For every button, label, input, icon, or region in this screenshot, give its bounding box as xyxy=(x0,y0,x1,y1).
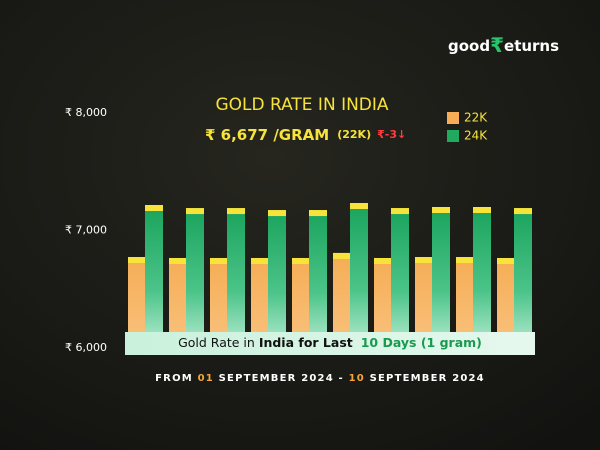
bar-cap xyxy=(128,257,145,264)
bar xyxy=(473,207,491,348)
bar-cap xyxy=(391,208,409,215)
footer-part: 10 xyxy=(349,373,365,384)
bar xyxy=(333,252,350,348)
bar xyxy=(128,257,145,348)
legend-swatch xyxy=(447,112,459,124)
bar-cap xyxy=(415,257,432,264)
bar-cap xyxy=(456,257,473,264)
bar xyxy=(145,205,163,348)
bar-cap xyxy=(514,208,532,215)
bar-cap xyxy=(251,257,268,264)
bar xyxy=(456,257,473,348)
bar-cap xyxy=(473,207,491,213)
bar-cap xyxy=(268,210,286,217)
logo-part: ₹ xyxy=(490,33,504,57)
legend-swatch xyxy=(447,130,459,142)
bar xyxy=(210,257,227,348)
bar xyxy=(432,207,450,348)
footer-part: SEPTEMBER 2024 xyxy=(370,373,485,384)
bar-cap xyxy=(432,207,450,213)
bar xyxy=(415,257,432,348)
legend-label: 22K xyxy=(464,111,488,125)
y-tick-label: ₹ 8,000 xyxy=(65,106,107,119)
bar xyxy=(497,257,514,348)
bar xyxy=(350,203,368,348)
headline-price: ₹ 6,677 /GRAM xyxy=(205,126,329,144)
bar-cap xyxy=(145,205,163,212)
banner xyxy=(125,332,535,355)
banner-part: India for Last xyxy=(259,335,353,350)
y-tick-label: ₹ 6,000 xyxy=(65,341,107,354)
banner-part: 10 Days (1 gram) xyxy=(361,335,482,350)
bar-cap xyxy=(210,257,227,264)
headline: ₹ 6,677 /GRAM (22K) ₹-3↓ xyxy=(205,126,406,144)
bar xyxy=(227,208,245,348)
chart-title: GOLD RATE IN INDIA xyxy=(215,95,388,115)
bar xyxy=(391,208,409,348)
logo-part: good xyxy=(448,37,490,55)
logo: good₹eturns xyxy=(448,33,559,57)
footer-part: FROM xyxy=(155,373,193,384)
bar xyxy=(268,210,286,348)
bar xyxy=(292,257,309,348)
y-tick-label: ₹ 7,000 xyxy=(65,224,107,237)
bar-cap xyxy=(350,203,368,210)
bar xyxy=(251,257,268,348)
headline-purity: (22K) xyxy=(337,128,371,141)
bar-cap xyxy=(333,252,350,259)
banner-part: Gold Rate in xyxy=(178,335,255,350)
footer-part: 01 xyxy=(198,373,214,384)
bar-cap xyxy=(292,257,309,264)
bar-cap xyxy=(169,257,186,264)
headline-change: ₹-3↓ xyxy=(377,128,406,141)
bar xyxy=(374,257,391,348)
bar xyxy=(186,208,204,348)
bar-cap xyxy=(309,210,327,217)
banner-text: Gold Rate in India for Last 10 Days (1 g… xyxy=(178,335,482,350)
bar xyxy=(514,208,532,348)
legend-label: 24K xyxy=(464,129,488,143)
bar-cap xyxy=(497,257,514,264)
bar-cap xyxy=(227,208,245,215)
logo-part: eturns xyxy=(504,37,559,55)
footer: FROM 01 SEPTEMBER 2024 - 10 SEPTEMBER 20… xyxy=(155,373,485,384)
footer-part: SEPTEMBER 2024 - xyxy=(219,373,344,384)
bar xyxy=(169,257,186,348)
plot: ₹ 6,000 ₹ 7,000 ₹ 8,000 22K 24K xyxy=(65,106,532,354)
bar-cap xyxy=(374,257,391,264)
bar-cap xyxy=(186,208,204,215)
bar xyxy=(309,210,327,348)
